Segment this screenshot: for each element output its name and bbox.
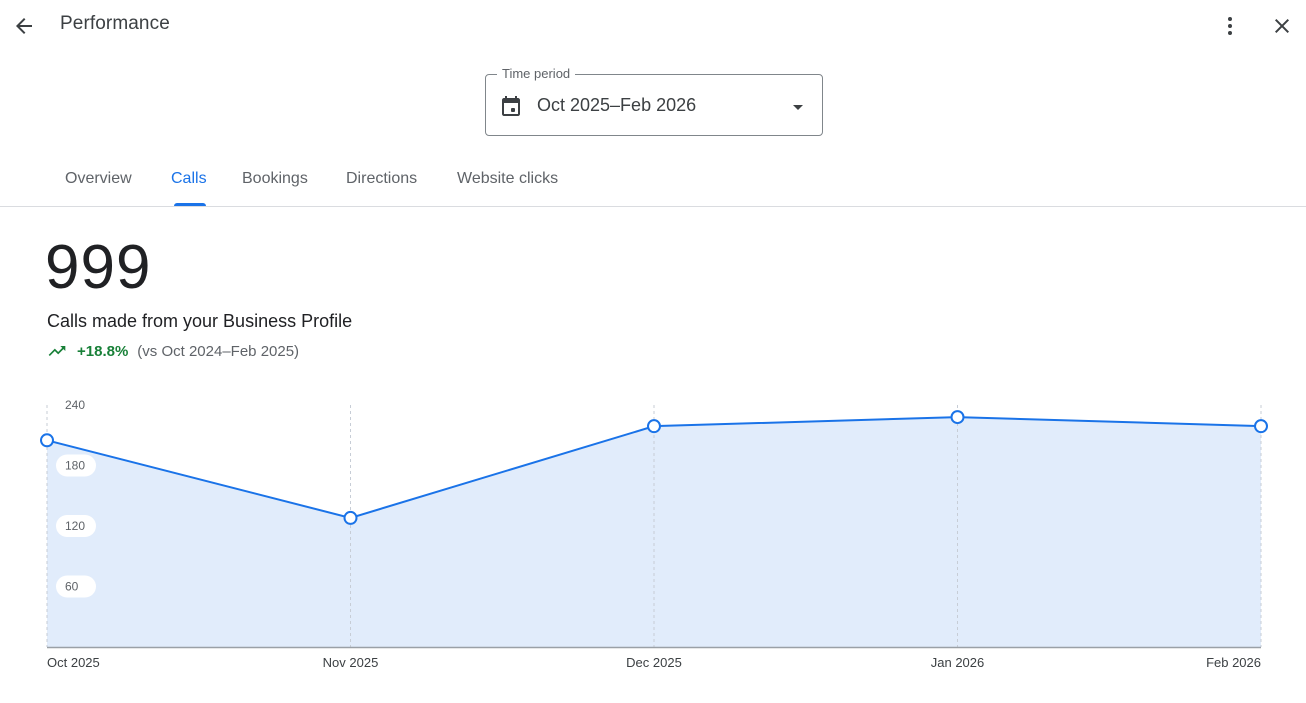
y-tick-label: 240	[65, 398, 85, 412]
tab-bookings[interactable]: Bookings	[242, 170, 308, 187]
metric-comparison: (vs Oct 2024–Feb 2025)	[137, 342, 300, 360]
dropdown-arrow-icon	[793, 105, 803, 110]
y-tick-pill	[56, 454, 96, 477]
calendar-icon	[502, 96, 520, 116]
active-tab-indicator	[174, 203, 206, 206]
tab-overview[interactable]: Overview	[65, 170, 132, 187]
y-tick-label: 120	[65, 519, 85, 533]
page-title: Performance	[60, 13, 170, 34]
data-point	[647, 419, 661, 434]
x-tick-label: Dec 2025	[626, 655, 682, 670]
x-tick-label: Jan 2026	[931, 655, 985, 670]
close-icon	[1275, 19, 1289, 33]
trending-up-icon	[48, 346, 66, 356]
y-tick-label: 60	[65, 580, 79, 594]
metric-change: +18.8%	[77, 342, 129, 360]
metric-value: 999	[45, 233, 152, 302]
data-point	[40, 433, 54, 448]
close-button[interactable]	[1262, 6, 1302, 46]
data-point	[1254, 419, 1268, 434]
data-point	[950, 410, 965, 425]
metric-trend: +18.8% (vs Oct 2024–Feb 2025)	[47, 341, 299, 361]
more-vert-icon	[1228, 17, 1232, 35]
metric-caption: Calls made from your Business Profile	[47, 311, 353, 331]
tab-directions[interactable]: Directions	[346, 170, 418, 187]
x-tick-label: Nov 2025	[323, 655, 379, 670]
arrow-back-icon	[16, 18, 32, 34]
x-tick-label: Oct 2025	[47, 655, 100, 670]
time-period-label: Time period	[497, 66, 576, 82]
y-tick-label: 180	[65, 459, 85, 473]
time-period-select[interactable]: Time period Oct 2025–Feb 2026	[485, 66, 823, 136]
back-button[interactable]	[4, 6, 44, 46]
y-tick-pill	[56, 515, 96, 537]
tab-bar: Overview Calls Bookings Directions Websi…	[0, 157, 1306, 207]
x-tick-label: Feb 2026	[1206, 655, 1261, 670]
time-period-value: Oct 2025–Feb 2026	[537, 95, 697, 115]
calls-chart: 60 120 180 240 Oct 2025 Nov 2025 Dec 2025 Jan 2…	[40, 398, 1268, 670]
more-options-button[interactable]	[1210, 6, 1250, 46]
tab-calls[interactable]: Calls	[171, 170, 207, 187]
tab-website-clicks[interactable]: Website clicks	[457, 170, 559, 187]
data-point	[343, 510, 358, 525]
y-tick-pill	[56, 575, 96, 598]
